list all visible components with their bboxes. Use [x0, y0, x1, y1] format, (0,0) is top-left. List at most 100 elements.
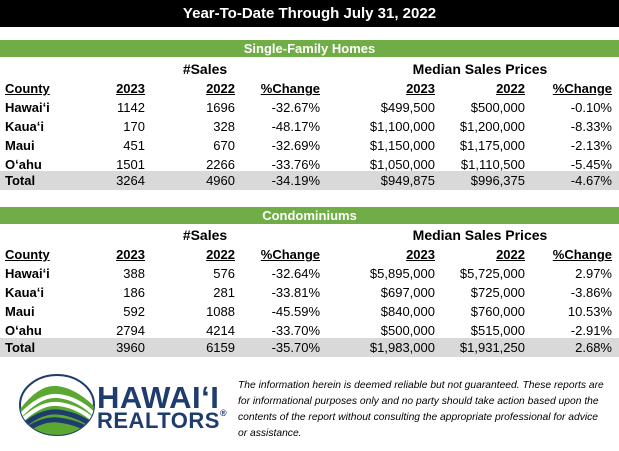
price-change: 10.53%: [567, 304, 612, 319]
total-label: Total: [5, 173, 36, 188]
price-change: -2.91%: [570, 323, 612, 338]
price-2022: $500,000: [470, 100, 525, 115]
col-price-2023: 2023: [406, 247, 435, 262]
price-2022: $760,000: [470, 304, 525, 319]
sales-2022: 1088: [206, 304, 235, 319]
report-title: Year-To-Date Through July 31, 2022: [0, 0, 619, 27]
table-row: Hawaiʻi 388 576 -32.64% $5,895,000 $5,72…: [0, 264, 619, 283]
col-price-change: %Change: [552, 81, 612, 96]
col-price-2023: 2023: [406, 81, 435, 96]
sales-2022: 328: [213, 119, 235, 134]
sales-2022: 2266: [206, 157, 235, 172]
sales-change: -33.81%: [271, 285, 320, 300]
sales-group-header: #Sales: [182, 61, 228, 77]
table-row: Maui 592 1088 -45.59% $840,000 $760,000 …: [0, 302, 619, 321]
total-sales-2023: 3264: [116, 173, 145, 188]
col-price-2022: 2022: [496, 81, 525, 96]
county-name: Maui: [5, 138, 35, 153]
col-price-change: %Change: [552, 247, 612, 262]
price-2023: $1,100,000: [369, 119, 435, 134]
county-name: Oʻahu: [5, 323, 42, 338]
price-change: -0.10%: [570, 100, 612, 115]
section-title: Single-Family Homes: [0, 40, 619, 57]
price-2022: $515,000: [470, 323, 525, 338]
price-2023: $697,000: [380, 285, 435, 300]
price-2022: $5,725,000: [459, 266, 525, 281]
sales-2023: 170: [123, 119, 145, 134]
total-price-change: 2.68%: [575, 340, 612, 355]
price-2022: $1,175,000: [459, 138, 525, 153]
sales-2022: 281: [213, 285, 235, 300]
col-county: County: [5, 81, 50, 96]
section-title: Condominiums: [0, 207, 619, 224]
total-price-2023: $949,875: [380, 173, 435, 188]
col-sales-2023: 2023: [116, 247, 145, 262]
col-sales-2022: 2022: [206, 247, 235, 262]
county-name: Hawaiʻi: [5, 266, 50, 281]
sales-2022: 1696: [206, 100, 235, 115]
sales-group-header: #Sales: [182, 227, 228, 243]
sales-change: -48.17%: [271, 119, 320, 134]
total-price-change: -4.67%: [570, 173, 612, 188]
price-2023: $1,150,000: [369, 138, 435, 153]
sales-change: -32.67%: [271, 100, 320, 115]
col-county: County: [5, 247, 50, 262]
disclaimer-text: The information herein is deemed reliabl…: [238, 380, 604, 439]
total-price-2023: $1,983,000: [369, 340, 435, 355]
county-name: Kauaʻi: [5, 285, 45, 300]
sales-change: -32.64%: [271, 266, 320, 281]
mountain-logo-icon: [19, 374, 95, 436]
sales-2023: 1142: [117, 100, 145, 115]
price-2022: $725,000: [470, 285, 525, 300]
price-change: -8.33%: [570, 119, 612, 134]
total-sales-change: -34.19%: [271, 173, 320, 188]
price-change: 2.97%: [575, 266, 612, 281]
price-2023: $840,000: [380, 304, 435, 319]
table-row: Kauaʻi 170 328 -48.17% $1,100,000 $1,200…: [0, 117, 619, 136]
price-2023: $500,000: [380, 323, 435, 338]
total-row: Total 3960 6159 -35.70% $1,983,000 $1,93…: [0, 338, 619, 357]
col-price-2022: 2022: [496, 247, 525, 262]
total-sales-change: -35.70%: [271, 340, 320, 355]
total-price-2022: $996,375: [470, 173, 525, 188]
sales-change: -33.76%: [271, 157, 320, 172]
group-header-row: #Sales Median Sales Prices: [0, 60, 619, 79]
county-name: Oʻahu: [5, 157, 42, 172]
table-row: Oʻahu 1501 2266 -33.76% $1,050,000 $1,11…: [0, 155, 619, 174]
logo-line1: HAWAIʻI: [97, 380, 220, 415]
total-price-2022: $1,931,250: [459, 340, 525, 355]
total-row: Total 3264 4960 -34.19% $949,875 $996,37…: [0, 171, 619, 190]
sales-2022: 576: [213, 266, 235, 281]
price-2023: $5,895,000: [369, 266, 435, 281]
sales-change: -33.70%: [271, 323, 320, 338]
table-row: Hawaiʻi 1142 1696 -32.67% $499,500 $500,…: [0, 98, 619, 117]
table-row: Maui 451 670 -32.69% $1,150,000 $1,175,0…: [0, 136, 619, 155]
prices-group-header: Median Sales Prices: [412, 227, 548, 243]
price-2022: $1,200,000: [459, 119, 525, 134]
column-header-row: County 2023 2022 %Change 2023 2022 %Chan…: [0, 79, 619, 98]
price-2022: $1,110,500: [460, 157, 525, 172]
sales-2023: 592: [123, 304, 145, 319]
sales-2023: 451: [123, 138, 145, 153]
sales-change: -45.59%: [271, 304, 320, 319]
total-sales-2023: 3960: [116, 340, 145, 355]
total-sales-2022: 4960: [206, 173, 235, 188]
sales-2023: 2794: [116, 323, 145, 338]
price-2023: $1,050,000: [369, 157, 435, 172]
sales-2022: 670: [213, 138, 235, 153]
county-name: Maui: [5, 304, 35, 319]
sales-2023: 388: [123, 266, 145, 281]
col-sales-change: %Change: [260, 247, 320, 262]
sales-change: -32.69%: [271, 138, 320, 153]
column-header-row: County 2023 2022 %Change 2023 2022 %Chan…: [0, 245, 619, 264]
price-change: -2.13%: [570, 138, 612, 153]
registered-mark: ®: [219, 408, 228, 418]
sales-2023: 186: [123, 285, 145, 300]
price-2023: $499,500: [380, 100, 435, 115]
county-name: Kauaʻi: [5, 119, 45, 134]
logo-realtors-text: REALTORS: [97, 408, 220, 433]
price-change: -5.45%: [570, 157, 612, 172]
col-sales-2023: 2023: [116, 81, 145, 96]
total-sales-2022: 6159: [206, 340, 235, 355]
col-sales-2022: 2022: [206, 81, 235, 96]
